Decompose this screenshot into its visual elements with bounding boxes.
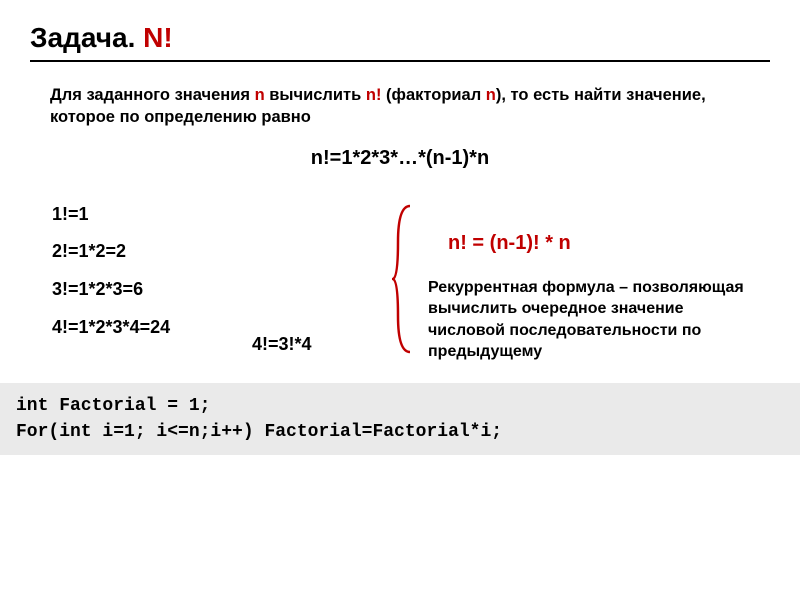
examples-col: 1!=1 2!=1*2=2 3!=1*2*3=6 4!=1*2*3*4=24: [42, 196, 252, 363]
problem-part2: вычислить: [265, 86, 366, 104]
code-line-1: int Factorial = 1;: [16, 393, 784, 419]
code-block: int Factorial = 1; For(int i=1; i<=n;i++…: [0, 383, 800, 455]
title-divider: [30, 60, 770, 62]
slide-title: Задача. N!: [30, 22, 770, 54]
problem-var-nfact: n!: [366, 86, 382, 104]
recurrent-desc: Рекуррентная формула – позволяющая вычис…: [428, 277, 758, 363]
code-line-2: For(int i=1; i<=n;i++) Factorial=Factori…: [16, 419, 784, 445]
example-4: 4!=1*2*3*4=24: [52, 309, 252, 347]
brace-icon: [392, 204, 414, 354]
recurrent-formula: n! = (n-1)! * n: [428, 232, 758, 255]
title-accent: N!: [143, 22, 173, 53]
problem-var-n1: n: [255, 86, 265, 104]
example-1: 1!=1: [52, 196, 252, 234]
title-text: Задача.: [30, 22, 135, 53]
mid-example: 4!=3!*4: [252, 334, 312, 355]
problem-statement: Для заданного значения n вычислить n! (ф…: [30, 84, 770, 129]
problem-part1: Для заданного значения: [50, 86, 255, 104]
problem-var-n2: n: [486, 86, 496, 104]
mid-col: 4!=3!*4: [252, 196, 392, 363]
example-3: 3!=1*2*3=6: [52, 271, 252, 309]
right-col: n! = (n-1)! * n Рекуррентная формула – п…: [392, 196, 758, 363]
problem-part3: (факториал: [381, 86, 485, 104]
content-row: 1!=1 2!=1*2=2 3!=1*2*3=6 4!=1*2*3*4=24 4…: [30, 196, 770, 363]
main-formula: n!=1*2*3*…*(n-1)*n: [30, 147, 770, 170]
example-2: 2!=1*2=2: [52, 233, 252, 271]
